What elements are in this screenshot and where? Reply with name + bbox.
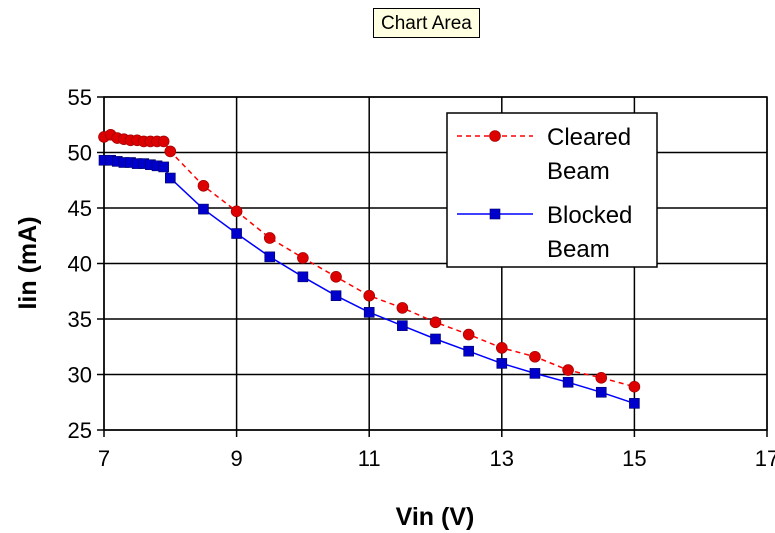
y-tick-label: 25 [68,418,92,443]
data-point [529,350,541,363]
x-tick-label: 7 [98,446,110,471]
x-tick-label: 9 [230,446,242,471]
x-tick-label: 11 [358,446,381,471]
x-tick-label: 15 [622,446,646,471]
data-point [463,345,474,357]
data-point [297,252,309,264]
data-point [629,398,640,409]
plot-frame [103,96,768,431]
data-point [330,271,342,283]
y-tick-labels: 25 30 35 40 45 50 55 [68,85,92,443]
y-tick-label: 30 [68,363,92,388]
data-point [157,135,170,148]
series-blocked-beam [98,154,640,409]
data-point [496,358,508,369]
legend-entry: Blocked Beam [457,202,632,263]
data-point [595,386,607,398]
chart-area-tooltip: Chart Area [373,8,480,38]
x-tick-label: 17 [755,446,775,471]
series-cleared-beam [98,128,641,393]
data-point [330,290,342,301]
legend-label: Blocked [547,202,632,229]
data-point [396,302,409,314]
series-group [98,128,641,409]
data-point [198,203,209,215]
legend-box [446,112,658,268]
data-point [164,145,177,158]
data-point [231,228,242,239]
data-point [158,161,169,173]
data-point [264,251,276,263]
data-point [397,320,408,331]
data-point [628,380,641,393]
data-point [529,368,541,379]
legend-label: Beam [547,158,610,185]
data-point [297,271,309,283]
data-point [562,364,574,376]
data-point [495,342,508,354]
data-point [430,333,441,345]
y-tick-label: 50 [68,141,92,166]
data-point [429,316,442,329]
legend-label: Beam [547,236,610,263]
data-point [230,205,243,218]
y-tick-label: 45 [68,196,92,221]
data-point [462,328,475,341]
data-point [263,232,276,244]
legend-entry: Cleared Beam [457,124,631,185]
data-point [197,180,210,192]
legend-marker [489,130,501,142]
data-point [363,307,375,318]
data-point [165,172,176,184]
data-point [562,376,574,388]
data-point [595,372,608,384]
x-tick-label: 13 [490,446,514,471]
data-point [363,289,376,302]
x-axis-label: Vin (V) [396,503,475,531]
legend-label: Cleared [547,124,631,151]
x-tick-labels: 7 9 11 13 15 17 [98,446,775,471]
y-tick-label: 35 [68,307,92,332]
legend-marker [489,208,501,220]
legend: Cleared Beam Blocked Beam [446,112,658,268]
y-tick-label: 55 [68,85,92,110]
y-axis-label: Iin (mA) [14,216,42,309]
y-tick-label: 40 [68,252,92,277]
